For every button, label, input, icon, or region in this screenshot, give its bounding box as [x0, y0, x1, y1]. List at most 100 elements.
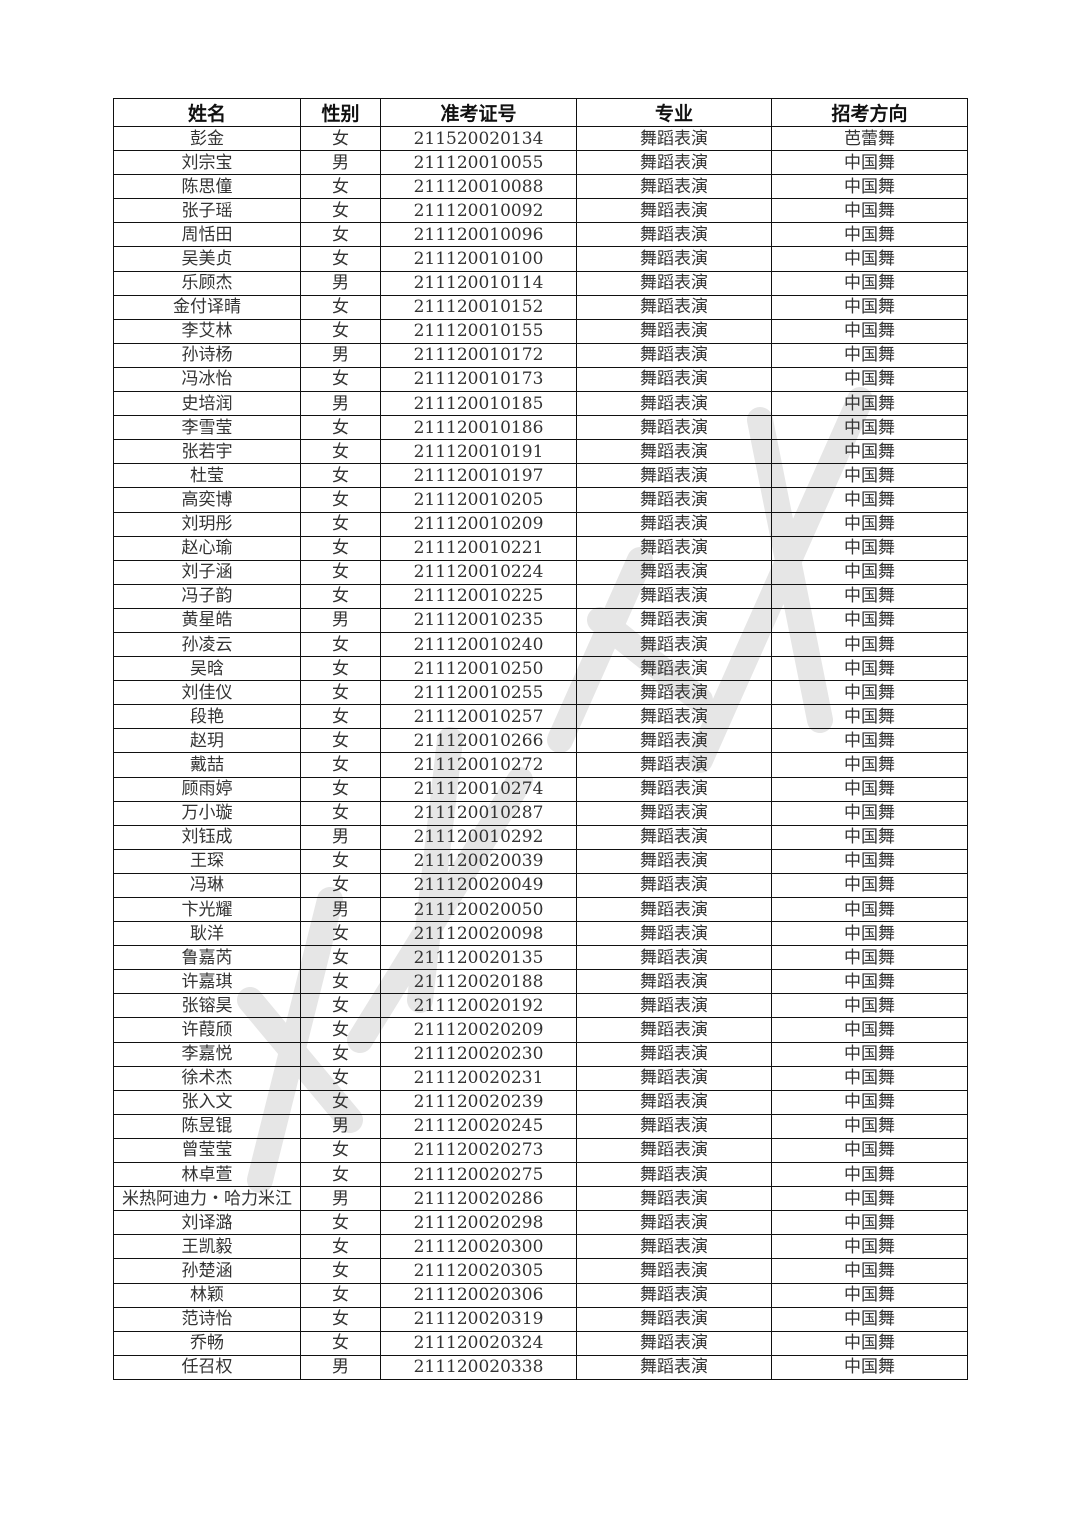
name-text: 戴喆 — [190, 754, 224, 775]
name-text: 冯子韵 — [181, 586, 233, 607]
cell-direction: 中国舞 — [771, 1330, 968, 1356]
cell-name: 许嘉琪 — [113, 969, 301, 995]
cell-direction: 中国舞 — [771, 872, 968, 899]
cell-gender: 女 — [300, 415, 381, 441]
cell-direction: 中国舞 — [771, 583, 968, 609]
cell-major: 舞蹈表演 — [576, 656, 772, 682]
table-row: 刘钰成 男 211120010292 舞蹈表演 中国舞 — [113, 824, 968, 850]
cell-major: 舞蹈表演 — [576, 487, 772, 513]
cell-name: 孙凌云 — [113, 631, 301, 658]
name-text: 张子瑶 — [181, 200, 233, 221]
cell-gender: 男 — [300, 391, 381, 417]
name-text: 卞光耀 — [181, 899, 233, 920]
table-row: 李艾林 女 211120010155 舞蹈表演 中国舞 — [113, 318, 968, 344]
cell-name: 段艳 — [113, 704, 301, 730]
cell-gender: 女 — [300, 318, 381, 344]
cell-gender: 女 — [300, 125, 381, 152]
cell-gender: 男 — [300, 270, 381, 296]
cell-direction: 中国舞 — [771, 896, 968, 923]
cell-gender: 女 — [300, 800, 381, 826]
cell-name: 鲁嘉芮 — [113, 945, 301, 971]
cell-gender: 女 — [300, 1210, 381, 1236]
name-text: 李雪莹 — [181, 417, 233, 438]
cell-gender: 女 — [300, 1041, 381, 1067]
cell-major: 舞蹈表演 — [576, 680, 772, 706]
cell-gender: 女 — [300, 993, 381, 1019]
cell-exam-id: 211120010221 — [380, 535, 577, 561]
table-row: 王凯毅 女 211120020300 舞蹈表演 中国舞 — [113, 1234, 968, 1260]
table-row: 高奕博 女 211120010205 舞蹈表演 中国舞 — [113, 487, 968, 513]
table-row: 曾莹莹 女 211120020273 舞蹈表演 中国舞 — [113, 1137, 968, 1164]
cell-exam-id: 211120010191 — [380, 439, 577, 465]
table-row: 刘译潞 女 211120020298 舞蹈表演 中国舞 — [113, 1210, 968, 1236]
cell-exam-id: 211120010235 — [380, 607, 577, 633]
table-row: 孙诗杨 男 211120010172 舞蹈表演 中国舞 — [113, 342, 968, 368]
cell-exam-id: 211120020188 — [380, 969, 577, 995]
name-text: 史培润 — [181, 393, 233, 414]
cell-name: 耿洋 — [113, 921, 301, 947]
table-row: 刘宗宝 男 211120010055 舞蹈表演 中国舞 — [113, 150, 968, 176]
cell-major: 舞蹈表演 — [576, 631, 772, 658]
cell-name: 刘宗宝 — [113, 150, 301, 176]
cell-name: 张若宇 — [113, 439, 301, 465]
cell-gender: 女 — [300, 198, 381, 224]
name-text: 任召权 — [181, 1357, 233, 1378]
cell-major: 舞蹈表演 — [576, 969, 772, 995]
cell-exam-id: 211120020300 — [380, 1234, 577, 1260]
cell-major: 舞蹈表演 — [576, 463, 772, 489]
name-text: 徐术杰 — [181, 1068, 233, 1089]
name-text: 刘佳仪 — [181, 682, 233, 703]
cell-name: 卞光耀 — [113, 896, 301, 923]
cell-direction: 中国舞 — [771, 1234, 968, 1260]
table-row: 李雪莹 女 211120010186 舞蹈表演 中国舞 — [113, 415, 968, 441]
cell-exam-id: 211120020230 — [380, 1041, 577, 1067]
cell-direction: 中国舞 — [771, 439, 968, 465]
cell-major: 舞蹈表演 — [576, 921, 772, 947]
cell-direction: 中国舞 — [771, 704, 968, 730]
cell-direction: 中国舞 — [771, 1113, 968, 1139]
cell-direction: 中国舞 — [771, 198, 968, 224]
cell-exam-id: 211120020049 — [380, 872, 577, 899]
cell-exam-id: 211120020324 — [380, 1330, 577, 1356]
table-row: 陈昱锟 男 211120020245 舞蹈表演 中国舞 — [113, 1113, 968, 1139]
table-row: 卞光耀 男 211120020050 舞蹈表演 中国舞 — [113, 896, 968, 923]
cell-exam-id: 211120010209 — [380, 511, 577, 537]
cell-exam-id: 211120020275 — [380, 1162, 577, 1188]
cell-major: 舞蹈表演 — [576, 559, 772, 585]
table-row: 林卓萱 女 211120020275 舞蹈表演 中国舞 — [113, 1162, 968, 1188]
cell-exam-id: 211120010114 — [380, 270, 577, 296]
name-text: 曾莹莹 — [181, 1140, 233, 1161]
cell-name: 金付译晴 — [113, 294, 301, 320]
table-row: 赵心瑜 女 211120010221 舞蹈表演 中国舞 — [113, 535, 968, 561]
cell-exam-id: 211520020134 — [380, 125, 577, 152]
cell-gender: 女 — [300, 921, 381, 947]
cell-gender: 女 — [300, 776, 381, 802]
name-text: 冯琳 — [190, 875, 224, 896]
cell-exam-id: 211120010172 — [380, 342, 577, 368]
table-row: 孙凌云 女 211120010240 舞蹈表演 中国舞 — [113, 631, 968, 658]
cell-exam-id: 211120020286 — [380, 1186, 577, 1212]
cell-gender: 男 — [300, 824, 381, 850]
cell-name: 李嘉悦 — [113, 1041, 301, 1067]
cell-major: 舞蹈表演 — [576, 848, 772, 874]
name-text: 张入文 — [181, 1092, 233, 1113]
cell-direction: 中国舞 — [771, 1186, 968, 1212]
cell-name: 曾莹莹 — [113, 1137, 301, 1164]
cell-name: 冯子韵 — [113, 583, 301, 609]
cell-name: 杜莹 — [113, 463, 301, 489]
cell-direction: 中国舞 — [771, 969, 968, 995]
cell-name: 任召权 — [113, 1354, 301, 1380]
name-text: 乐顾杰 — [181, 273, 233, 294]
cell-gender: 女 — [300, 1234, 381, 1260]
cell-exam-id: 211120010250 — [380, 656, 577, 682]
name-text: 鲁嘉芮 — [181, 947, 233, 968]
cell-exam-id: 211120010205 — [380, 487, 577, 513]
table-row: 张入文 女 211120020239 舞蹈表演 中国舞 — [113, 1089, 968, 1115]
cell-gender: 女 — [300, 848, 381, 874]
cell-major: 舞蹈表演 — [576, 896, 772, 923]
cell-major: 舞蹈表演 — [576, 728, 772, 754]
cell-exam-id: 211120020298 — [380, 1210, 577, 1236]
name-text: 黄星皓 — [181, 610, 233, 631]
name-text: 赵玥 — [190, 730, 224, 751]
cell-direction: 芭蕾舞 — [771, 125, 968, 152]
